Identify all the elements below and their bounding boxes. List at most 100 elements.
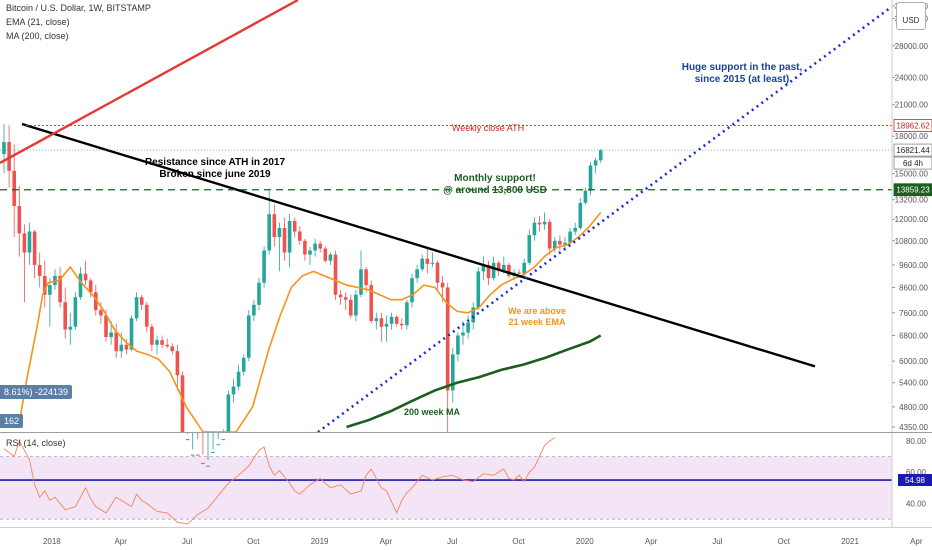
- candle-body: [211, 452, 215, 454]
- candle-body: [338, 294, 343, 298]
- candle-body: [129, 318, 134, 350]
- candle-body: [114, 332, 118, 352]
- candle-body: [17, 206, 22, 234]
- candle-body: [247, 315, 251, 358]
- candle-body: [328, 254, 333, 261]
- candle-body: [298, 231, 302, 241]
- candle-body: [252, 304, 256, 316]
- candle-body: [400, 323, 404, 326]
- candle-body: [104, 315, 108, 338]
- candle-body: [68, 326, 73, 330]
- candle-body: [272, 214, 277, 238]
- time-tick-label: Jul: [712, 537, 722, 546]
- time-tick-label: 2020: [576, 537, 594, 546]
- candle-body: [231, 386, 236, 395]
- monthly-support-annotation: Monthly support!: [454, 173, 536, 184]
- rsi-line: [3, 437, 556, 525]
- red-trendline: [0, 0, 299, 164]
- candle-body: [598, 150, 603, 161]
- candle-body: [374, 318, 379, 322]
- candle-body: [451, 354, 455, 391]
- time-tick-label: Apr: [380, 537, 393, 546]
- candle-body: [32, 231, 37, 265]
- candle-body: [287, 220, 292, 253]
- price-tick-label: 7600.00: [899, 309, 928, 318]
- indicator-lines: [0, 0, 892, 434]
- candle-body: [53, 275, 57, 286]
- candle-body: [257, 282, 261, 305]
- candle-body: [379, 318, 384, 327]
- candle-body: [354, 294, 358, 316]
- price-tick-label: 15000.00: [895, 170, 929, 179]
- price-tick-label: 21000.00: [895, 101, 929, 110]
- candle-body: [22, 233, 27, 253]
- time-tick-label: Oct: [777, 537, 790, 546]
- candle-body: [425, 258, 430, 264]
- candle-body: [180, 375, 185, 432]
- candle-body: [206, 465, 210, 467]
- candle-body: [410, 278, 414, 303]
- candle-body: [542, 221, 547, 225]
- candle-body: [491, 262, 496, 279]
- resistance-trendline: [21, 122, 816, 368]
- candle-body: [583, 190, 588, 203]
- candle-body: [99, 310, 103, 316]
- ema-line: [3, 212, 602, 433]
- price-tick-label: 9600.00: [899, 261, 928, 270]
- huge-support-annotation: since 2015 (at least): [695, 74, 790, 85]
- candle-body: [364, 269, 368, 286]
- ema-annotation: We are above: [508, 306, 566, 316]
- candle-body: [476, 271, 481, 308]
- price-tag-label: 13859.23: [896, 186, 930, 195]
- candle-body: [139, 297, 144, 305]
- candle-body: [563, 242, 567, 245]
- candle-body: [486, 264, 491, 279]
- candle-body: [303, 240, 307, 255]
- candle-body: [43, 275, 47, 295]
- candle-body: [537, 222, 542, 225]
- candle-body: [318, 243, 322, 249]
- price-tag: [893, 143, 932, 157]
- price-tag: [893, 183, 932, 197]
- time-tick-label: Oct: [247, 537, 260, 546]
- candle-body: [430, 262, 435, 264]
- candle-body: [150, 326, 154, 345]
- candle-body: [405, 302, 409, 326]
- time-tick-label: Apr: [910, 537, 923, 546]
- candle-body: [558, 240, 562, 245]
- candle-body: [262, 250, 266, 283]
- price-tag-label: 18962.62: [896, 122, 930, 131]
- candle-body: [236, 371, 241, 387]
- candle-body: [221, 439, 226, 441]
- candle-body: [145, 304, 149, 327]
- candle-body: [394, 316, 399, 324]
- candle-body: [185, 439, 190, 441]
- candle-body: [456, 335, 460, 355]
- candle-body: [155, 340, 159, 345]
- resistance-annotation: Resistance since ATH in 2017: [145, 157, 286, 168]
- candle-body: [292, 220, 297, 232]
- candle-body: [573, 227, 577, 232]
- price-tag-label: 6d 4h: [903, 159, 923, 168]
- candle-body: [553, 240, 557, 249]
- candle-body: [73, 297, 78, 327]
- currency-badge[interactable]: USD: [896, 2, 926, 30]
- left-tag-a: 8.61%) -224139: [0, 385, 73, 399]
- candle-body: [415, 269, 419, 279]
- price-tick-label: 28000.00: [895, 42, 929, 51]
- time-tick-label: Apr: [645, 537, 658, 546]
- rsi-pane: [0, 437, 892, 525]
- rsi-tick-label: 80.00: [906, 437, 927, 446]
- resistance-annotation: Broken since june 2019: [159, 169, 271, 180]
- huge-support-annotation: Huge support in the past,: [682, 62, 803, 73]
- candle-body: [160, 340, 164, 345]
- legend-symbol: Bitcoin / U.S. Dollar, 1W, BITSTAMP: [6, 3, 151, 13]
- candle-body: [109, 332, 113, 338]
- currency-label: USD: [902, 16, 920, 25]
- time-tick-label: Oct: [512, 537, 525, 546]
- legend-rsi: RSI (14, close): [6, 438, 66, 448]
- candle-body: [7, 141, 11, 171]
- candle-body: [88, 280, 93, 293]
